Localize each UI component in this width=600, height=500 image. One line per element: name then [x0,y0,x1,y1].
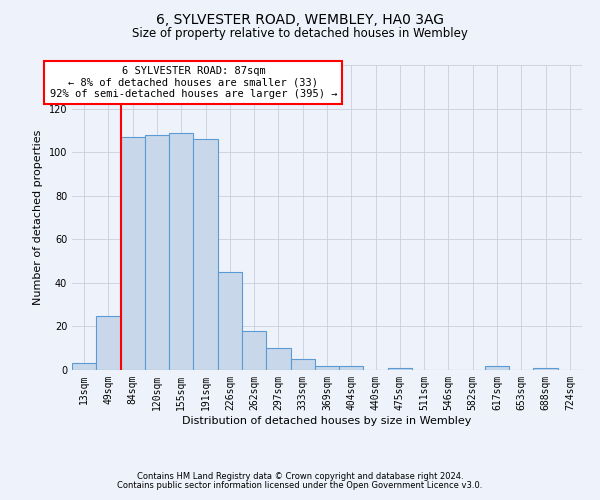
Bar [193,139,218,370]
Bar [218,272,242,370]
Text: 6, SYLVESTER ROAD, WEMBLEY, HA0 3AG: 6, SYLVESTER ROAD, WEMBLEY, HA0 3AG [156,12,444,26]
Bar [339,366,364,370]
Y-axis label: Number of detached properties: Number of detached properties [33,130,43,305]
Text: Contains HM Land Registry data © Crown copyright and database right 2024.: Contains HM Land Registry data © Crown c… [137,472,463,481]
Bar [485,366,509,370]
X-axis label: Distribution of detached houses by size in Wembley: Distribution of detached houses by size … [182,416,472,426]
Bar [388,368,412,370]
Bar [290,359,315,370]
Text: Size of property relative to detached houses in Wembley: Size of property relative to detached ho… [132,28,468,40]
Text: Contains public sector information licensed under the Open Government Licence v3: Contains public sector information licen… [118,481,482,490]
Text: 6 SYLVESTER ROAD: 87sqm
← 8% of detached houses are smaller (33)
92% of semi-det: 6 SYLVESTER ROAD: 87sqm ← 8% of detached… [50,66,337,99]
Bar [145,134,169,370]
Bar [315,366,339,370]
Bar [72,364,96,370]
Bar [169,132,193,370]
Bar [242,331,266,370]
Bar [266,348,290,370]
Bar [533,368,558,370]
Bar [96,316,121,370]
Bar [121,137,145,370]
